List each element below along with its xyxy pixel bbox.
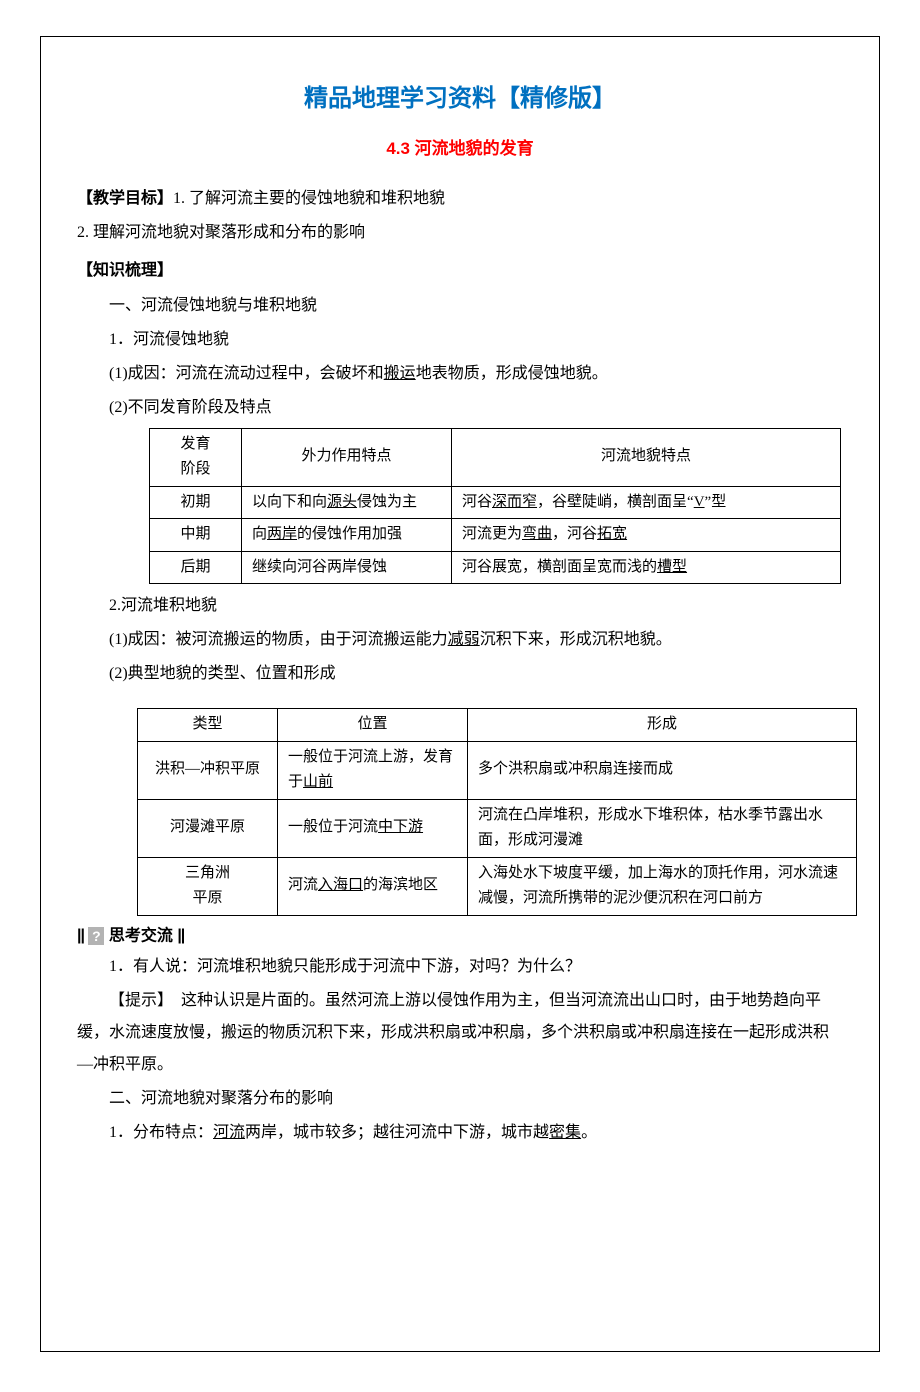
hint-body: 这种认识是片面的。虽然河流上游以侵蚀作用为主，但当河流流出山口时，由于地势趋向平… bbox=[77, 992, 829, 1073]
th-feature: 河流地貌特点 bbox=[452, 428, 841, 486]
heading-1: 一、河流侵蚀地貌与堆积地貌 bbox=[77, 290, 843, 322]
cell-force: 向两岸的侵蚀作用加强 bbox=[242, 519, 452, 552]
table-row: 发育阶段 外力作用特点 河流地貌特点 bbox=[150, 428, 841, 486]
th-form: 形成 bbox=[468, 709, 857, 742]
heading-2: 二、河流地貌对聚落分布的影响 bbox=[77, 1083, 843, 1115]
sec1-p1: (1)成因：河流在流动过程中，会破坏和搬运地表物质，形成侵蚀地貌。 bbox=[77, 358, 843, 390]
page-frame: 精品地理学习资料【精修版】 4.3 河流地貌的发育 【教学目标】1. 了解河流主… bbox=[40, 36, 880, 1352]
cell-stage: 中期 bbox=[150, 519, 242, 552]
cell-type: 三角洲平原 bbox=[138, 857, 278, 915]
th-force: 外力作用特点 bbox=[242, 428, 452, 486]
sec2-p1: (1)成因：被河流搬运的物质，由于河流搬运能力减弱沉积下来，形成沉积地貌。 bbox=[77, 624, 843, 656]
title-main: 精品地理学习资料【精修版】 bbox=[77, 77, 843, 120]
sec1-title: 1．河流侵蚀地貌 bbox=[77, 324, 843, 356]
table-erosion: 发育阶段 外力作用特点 河流地貌特点 初期 以向下和向源头侵蚀为主 河谷深而窄，… bbox=[149, 428, 841, 585]
cell-type: 河漫滩平原 bbox=[138, 799, 278, 857]
sec1-p1-a: (1)成因：河流在流动过程中，会破坏和 bbox=[109, 365, 384, 382]
h2-p1-a: 1．分布特点： bbox=[109, 1124, 213, 1141]
table-row: 河漫滩平原 一般位于河流中下游 河流在凸岸堆积，形成水下堆积体，枯水季节露出水面… bbox=[138, 799, 857, 857]
h2-p1-b: 两岸，城市较多；越往河流中下游，城市越 bbox=[245, 1124, 549, 1141]
think-q1: 1．有人说：河流堆积地貌只能形成于河流中下游，对吗？为什么？ bbox=[77, 951, 843, 983]
goals-label: 【教学目标】 bbox=[77, 190, 173, 207]
cell-stage: 后期 bbox=[150, 551, 242, 584]
sec2-title: 2.河流堆积地貌 bbox=[77, 590, 843, 622]
cell-pos: 一般位于河流上游，发育于山前 bbox=[278, 741, 468, 799]
cell-form: 入海处水下坡度平缓，加上海水的顶托作用，河水流速减慢，河流所携带的泥沙便沉积在河… bbox=[468, 857, 857, 915]
table-row: 洪积—冲积平原 一般位于河流上游，发育于山前 多个洪积扇或冲积扇连接而成 bbox=[138, 741, 857, 799]
table-row: 中期 向两岸的侵蚀作用加强 河流更为弯曲，河谷拓宽 bbox=[150, 519, 841, 552]
question-mark-icon: ? bbox=[88, 927, 104, 945]
h2-p1-u2: 密集 bbox=[549, 1124, 581, 1141]
th-type: 类型 bbox=[138, 709, 278, 742]
sec2-p1-a: (1)成因：被河流搬运的物质，由于河流搬运能力 bbox=[109, 631, 448, 648]
h2-p1-c: 。 bbox=[581, 1124, 597, 1141]
table-row: 后期 继续向河谷两岸侵蚀 河谷展宽，横剖面呈宽而浅的槽型 bbox=[150, 551, 841, 584]
cell-pos: 一般位于河流中下游 bbox=[278, 799, 468, 857]
vbar-right-icon: || bbox=[177, 922, 184, 951]
goal-1: 1. 了解河流主要的侵蚀地貌和堆积地貌 bbox=[173, 190, 445, 207]
th-pos: 位置 bbox=[278, 709, 468, 742]
hint-label: 【提示】 bbox=[109, 992, 165, 1009]
h2-p1: 1．分布特点：河流两岸，城市较多；越往河流中下游，城市越密集。 bbox=[77, 1117, 843, 1149]
cell-form: 多个洪积扇或冲积扇连接而成 bbox=[468, 741, 857, 799]
teaching-goals-line1: 【教学目标】1. 了解河流主要的侵蚀地貌和堆积地貌 bbox=[77, 183, 843, 215]
table-row: 类型 位置 形成 bbox=[138, 709, 857, 742]
h2-p1-u1: 河流 bbox=[213, 1124, 245, 1141]
think-label: 思考交流 bbox=[109, 927, 173, 944]
sec2-p1-u: 减弱 bbox=[448, 631, 480, 648]
cell-force: 以向下和向源头侵蚀为主 bbox=[242, 486, 452, 519]
think-hint: 【提示】 这种认识是片面的。虽然河流上游以侵蚀作用为主，但当河流流出山口时，由于… bbox=[77, 985, 843, 1081]
title-sub: 4.3 河流地貌的发育 bbox=[77, 134, 843, 165]
cell-form: 河流在凸岸堆积，形成水下堆积体，枯水季节露出水面，形成河漫滩 bbox=[468, 799, 857, 857]
think-heading: || ? 思考交流 || bbox=[77, 922, 843, 951]
cell-type: 洪积—冲积平原 bbox=[138, 741, 278, 799]
vbar-left-icon: || bbox=[77, 922, 84, 951]
cell-force: 继续向河谷两岸侵蚀 bbox=[242, 551, 452, 584]
sec2-p2: (2)典型地貌的类型、位置和形成 bbox=[77, 658, 843, 690]
sec1-p2: (2)不同发育阶段及特点 bbox=[77, 392, 843, 424]
cell-feature: 河谷展宽，横剖面呈宽而浅的槽型 bbox=[452, 551, 841, 584]
knowledge-label: 【知识梳理】 bbox=[77, 257, 843, 286]
sec1-p1-u: 搬运 bbox=[384, 365, 416, 382]
cell-pos: 河流入海口的海滨地区 bbox=[278, 857, 468, 915]
th-stage: 发育阶段 bbox=[150, 428, 242, 486]
cell-feature: 河谷深而窄，谷壁陡峭，横剖面呈“V”型 bbox=[452, 486, 841, 519]
table-row: 初期 以向下和向源头侵蚀为主 河谷深而窄，谷壁陡峭，横剖面呈“V”型 bbox=[150, 486, 841, 519]
sec1-p1-b: 地表物质，形成侵蚀地貌。 bbox=[416, 365, 608, 382]
cell-stage: 初期 bbox=[150, 486, 242, 519]
cell-feature: 河流更为弯曲，河谷拓宽 bbox=[452, 519, 841, 552]
sec2-p1-b: 沉积下来，形成沉积地貌。 bbox=[480, 631, 672, 648]
goal-2: 2. 理解河流地貌对聚落形成和分布的影响 bbox=[77, 217, 843, 249]
table-deposit: 类型 位置 形成 洪积—冲积平原 一般位于河流上游，发育于山前 多个洪积扇或冲积… bbox=[137, 708, 857, 916]
table-row: 三角洲平原 河流入海口的海滨地区 入海处水下坡度平缓，加上海水的顶托作用，河水流… bbox=[138, 857, 857, 915]
